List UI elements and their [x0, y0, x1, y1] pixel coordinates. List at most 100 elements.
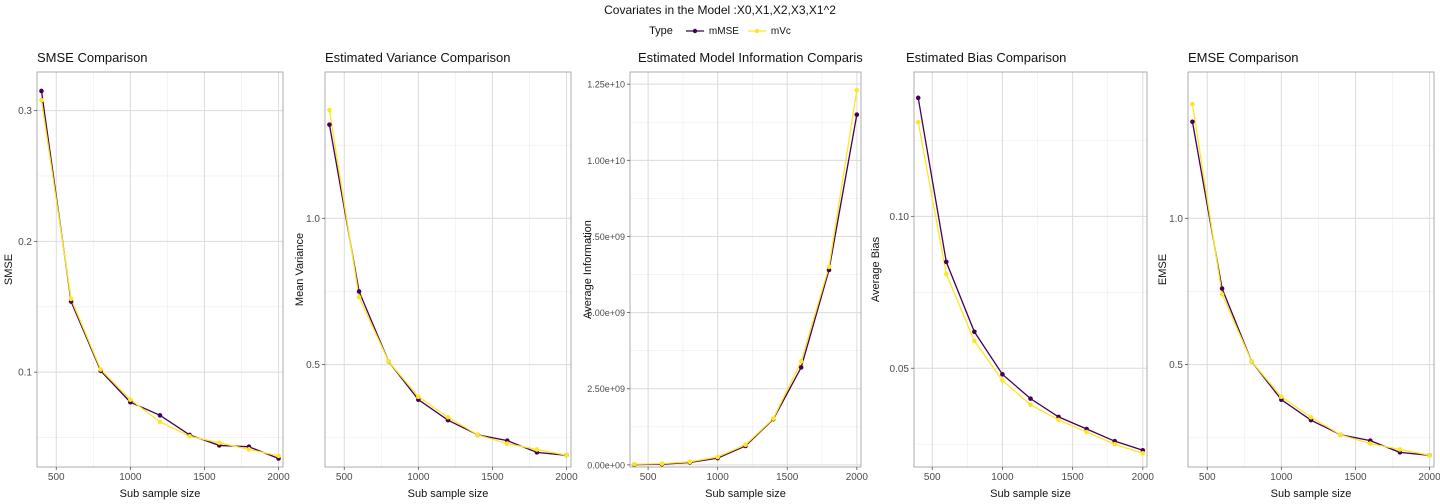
chart-title: Estimated Model Information Comparison: [638, 50, 877, 65]
data-point-mvc: [1219, 292, 1225, 297]
data-point-mvc: [1338, 432, 1343, 438]
x-tick-label: 2000: [846, 472, 869, 483]
data-point-mvc: [246, 447, 252, 452]
data-point-mvc: [798, 359, 804, 364]
y-tick-label: 1.0: [1169, 214, 1183, 225]
data-point-mvc: [771, 416, 776, 421]
data-point-mvc: [216, 440, 222, 446]
x-tick-label: 2000: [1132, 472, 1155, 483]
data-point-mvc: [327, 107, 332, 113]
data-point-mvc: [356, 294, 362, 300]
data-point-mvc: [475, 432, 480, 438]
data-point-mvc: [98, 367, 104, 372]
panel-border: [629, 71, 862, 468]
x-tick-label: 1500: [776, 472, 799, 483]
data-point-mvc: [715, 454, 720, 460]
data-point-mmse: [157, 413, 163, 418]
data-point-mvc: [1112, 441, 1118, 447]
data-point-mmse: [972, 329, 977, 335]
data-point-mvc: [854, 87, 860, 93]
y-tick-label: 2.50e+09: [587, 384, 625, 394]
panel-border: [913, 71, 1148, 468]
data-point-mmse: [915, 95, 921, 101]
data-point-mvc: [416, 394, 421, 400]
data-point-mvc: [504, 441, 510, 446]
chart-title: SMSE Comparison: [37, 50, 148, 65]
x-tick-label: 1000: [407, 472, 430, 483]
figure-suptitle: Covariates in the Model :X0,X1,X2,X3,X1^…: [604, 3, 836, 17]
y-axis-label: Average Bias: [870, 236, 882, 302]
legend-label-mmse: mMSE: [708, 25, 739, 37]
chart-panel-4: Estimated Bias Comparison 500 1000 1500 2000…: [870, 50, 1154, 500]
chart-panel-2: Estimated Variance Comparison 500 1000 1500…: [294, 50, 578, 500]
series-line-mmse: [328, 124, 567, 456]
legend-key-mvc: [747, 25, 767, 37]
y-tick-label: 1.00e+10: [587, 156, 625, 166]
x-tick-label: 2000: [555, 472, 578, 483]
x-axis-label: Sub sample size: [408, 488, 489, 500]
data-point-mvc: [972, 338, 977, 344]
data-point-mvc: [386, 359, 392, 364]
x-tick-label: 1500: [481, 472, 504, 483]
data-point-mvc: [128, 397, 133, 402]
data-point-mvc: [1084, 429, 1089, 435]
chart-panel-1: SMSE Comparison 500 1000 1500 2000 0.1 0.2 0.3 S…: [3, 50, 290, 500]
x-tick-label: 500: [336, 472, 353, 483]
data-point-mvc: [1279, 394, 1284, 400]
data-point-mvc: [1140, 451, 1146, 456]
legend-key-mmse: [685, 25, 705, 37]
y-axis-label: Mean Variance: [294, 233, 306, 306]
y-axis-label: EMSE: [1157, 254, 1169, 285]
x-tick-label: 1000: [1270, 472, 1293, 483]
series-line-mvc: [1191, 104, 1430, 456]
data-point-mvc: [1056, 417, 1061, 423]
data-point-mmse: [1219, 286, 1225, 291]
y-tick-label: 0.1: [18, 368, 32, 379]
data-point-mvc: [534, 447, 540, 452]
data-point-mvc: [1190, 101, 1195, 107]
y-tick-label: 0.5: [306, 360, 320, 371]
x-axis-label: Sub sample size: [990, 488, 1071, 500]
y-tick-label: 0.05: [890, 364, 910, 375]
data-point-mvc: [39, 97, 44, 103]
y-tick-label: 5.00e+09: [587, 308, 625, 318]
data-point-mvc: [659, 461, 665, 466]
data-point-mvc: [68, 296, 74, 302]
data-point-mvc: [1397, 447, 1403, 452]
x-tick-label: 500: [48, 472, 65, 483]
x-tick-label: 500: [924, 472, 941, 483]
panel-border: [1187, 71, 1435, 468]
x-tick-label: 1500: [1061, 472, 1084, 483]
data-point-mvc: [631, 461, 637, 467]
data-point-mmse: [943, 259, 949, 265]
x-tick-label: 2000: [1418, 472, 1440, 483]
data-point-mmse: [1190, 119, 1195, 125]
x-axis-label: Sub sample size: [705, 488, 786, 500]
x-tick-label: 1500: [193, 472, 216, 483]
panel-border: [36, 71, 284, 468]
data-point-mvc: [743, 442, 748, 448]
x-axis-label: Sub sample size: [1271, 488, 1352, 500]
data-point-mmse: [356, 289, 362, 294]
series-line-mmse: [40, 90, 279, 460]
data-point-mmse: [1000, 372, 1005, 377]
series-line-mvc: [328, 109, 567, 456]
data-point-mvc: [187, 433, 192, 439]
data-point-mvc: [1028, 402, 1033, 408]
y-tick-label: 0.5: [1169, 360, 1183, 371]
data-point-mvc: [1427, 452, 1432, 458]
x-tick-label: 500: [640, 472, 657, 483]
data-point-mmse: [854, 112, 860, 117]
data-point-mmse: [327, 122, 332, 127]
y-axis-label: Average Information: [582, 220, 594, 319]
y-tick-label: 0.00e+00: [587, 460, 625, 470]
chart-title: EMSE Comparison: [1188, 50, 1299, 65]
data-point-mvc: [1249, 359, 1255, 364]
legend: Type mMSE mVc: [0, 25, 1440, 37]
x-tick-label: 1500: [1344, 472, 1367, 483]
data-point-mvc: [943, 271, 949, 277]
x-tick-label: 1000: [707, 472, 730, 483]
data-point-mmse: [798, 365, 804, 370]
data-point-mvc: [276, 453, 281, 459]
